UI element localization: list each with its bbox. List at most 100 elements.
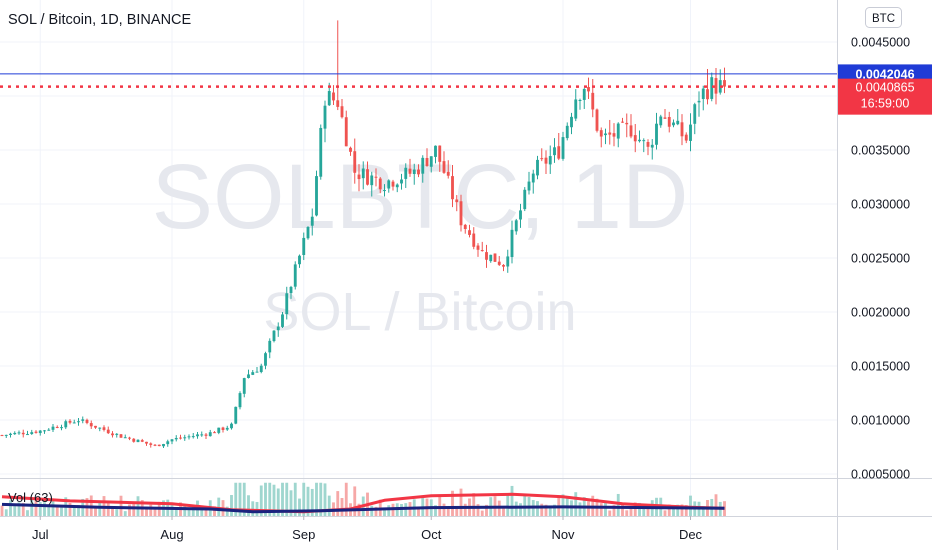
volume-bar bbox=[578, 502, 582, 516]
candle bbox=[404, 163, 408, 188]
candle-body bbox=[47, 429, 51, 431]
volume-bar bbox=[616, 493, 620, 516]
volume-bar bbox=[264, 482, 267, 516]
candle bbox=[608, 119, 612, 145]
candle-body bbox=[659, 116, 663, 126]
candle bbox=[723, 67, 726, 94]
volume-bar bbox=[417, 508, 420, 516]
candle-body bbox=[502, 264, 505, 267]
candle bbox=[47, 428, 51, 431]
candle-body bbox=[451, 176, 454, 200]
candle-body bbox=[336, 100, 340, 107]
price-tick-label: 0.0010000 bbox=[851, 414, 910, 428]
candle bbox=[340, 98, 344, 119]
volume-bar bbox=[434, 505, 437, 516]
candle bbox=[633, 123, 637, 153]
candle bbox=[30, 429, 34, 435]
candle-body bbox=[13, 432, 17, 435]
candle bbox=[531, 169, 535, 194]
candle-body bbox=[672, 122, 675, 126]
candle bbox=[204, 432, 208, 439]
candle-body bbox=[289, 286, 293, 294]
candle bbox=[349, 146, 352, 156]
candle bbox=[578, 98, 582, 110]
volume-bar bbox=[98, 502, 102, 516]
candle bbox=[259, 363, 263, 374]
volume-bar bbox=[72, 506, 76, 516]
candle-body bbox=[128, 437, 131, 439]
candle bbox=[272, 330, 276, 343]
volume-bar bbox=[0, 505, 4, 516]
candle bbox=[208, 429, 212, 437]
candle-body bbox=[391, 181, 395, 187]
candle bbox=[638, 130, 641, 143]
volume-bar bbox=[268, 482, 272, 516]
volume-label[interactable]: Vol (63) bbox=[8, 490, 53, 505]
candle-body bbox=[174, 437, 178, 440]
candle-body bbox=[157, 444, 161, 447]
candle bbox=[242, 377, 246, 398]
volume-bar bbox=[259, 485, 263, 516]
candle-body bbox=[123, 437, 127, 439]
volume-bar bbox=[123, 511, 127, 516]
volume-bar bbox=[183, 504, 187, 516]
volume-bar bbox=[94, 507, 97, 516]
time-tick-label: Jul bbox=[32, 527, 49, 542]
volume-bar bbox=[684, 505, 688, 516]
candle bbox=[412, 163, 416, 185]
candle bbox=[408, 158, 412, 177]
candle-body bbox=[315, 176, 318, 216]
price-tick-label: 0.0025000 bbox=[851, 252, 910, 266]
candle bbox=[527, 171, 531, 195]
volume-bar bbox=[340, 498, 344, 516]
volume-bar bbox=[298, 498, 301, 516]
time-axis[interactable]: Jul Aug Sep Oct Nov Dec bbox=[32, 516, 703, 542]
candle-body bbox=[587, 87, 590, 92]
candles bbox=[0, 20, 726, 448]
volume-bar bbox=[68, 503, 72, 516]
candle-body bbox=[680, 122, 684, 137]
candle bbox=[587, 77, 590, 100]
candle bbox=[650, 139, 654, 160]
candle-body bbox=[684, 134, 688, 141]
candle bbox=[89, 420, 93, 429]
candle bbox=[561, 131, 565, 161]
time-tick-label: Sep bbox=[292, 527, 315, 542]
candle-body bbox=[480, 250, 484, 252]
candle bbox=[429, 156, 433, 173]
candle bbox=[77, 418, 80, 426]
volume-bar bbox=[213, 506, 216, 516]
price-tick-label: 0.0005000 bbox=[851, 468, 910, 482]
candle-body bbox=[0, 435, 4, 437]
candle bbox=[225, 425, 229, 431]
candle-body bbox=[404, 167, 408, 179]
candle bbox=[493, 253, 497, 263]
price-tick-label: 0.0020000 bbox=[851, 306, 910, 320]
volume-bar bbox=[281, 482, 284, 516]
volume-bar bbox=[548, 506, 552, 516]
candle bbox=[268, 338, 272, 359]
currency-badge[interactable] bbox=[865, 7, 902, 28]
volume-bar bbox=[676, 504, 680, 516]
candle bbox=[684, 132, 688, 144]
candle bbox=[298, 254, 301, 268]
volume-bar bbox=[55, 507, 59, 516]
candle-body bbox=[281, 314, 284, 327]
candle-body bbox=[514, 220, 518, 232]
candle bbox=[136, 439, 140, 443]
candle-body bbox=[438, 145, 442, 162]
candle-body bbox=[251, 372, 255, 375]
candle bbox=[621, 117, 624, 123]
volume-bar bbox=[149, 504, 153, 516]
volume-bar bbox=[672, 508, 675, 516]
symbol-title[interactable]: SOL / Bitcoin, 1D, BINANCE bbox=[8, 12, 192, 28]
volume-bar bbox=[119, 495, 123, 516]
volume-bar bbox=[472, 493, 476, 516]
candle bbox=[162, 443, 165, 448]
volume-bar bbox=[344, 482, 348, 516]
time-tick-label: Dec bbox=[679, 527, 703, 542]
time-tick-label: Oct bbox=[421, 527, 442, 542]
volume-bar bbox=[374, 506, 378, 516]
